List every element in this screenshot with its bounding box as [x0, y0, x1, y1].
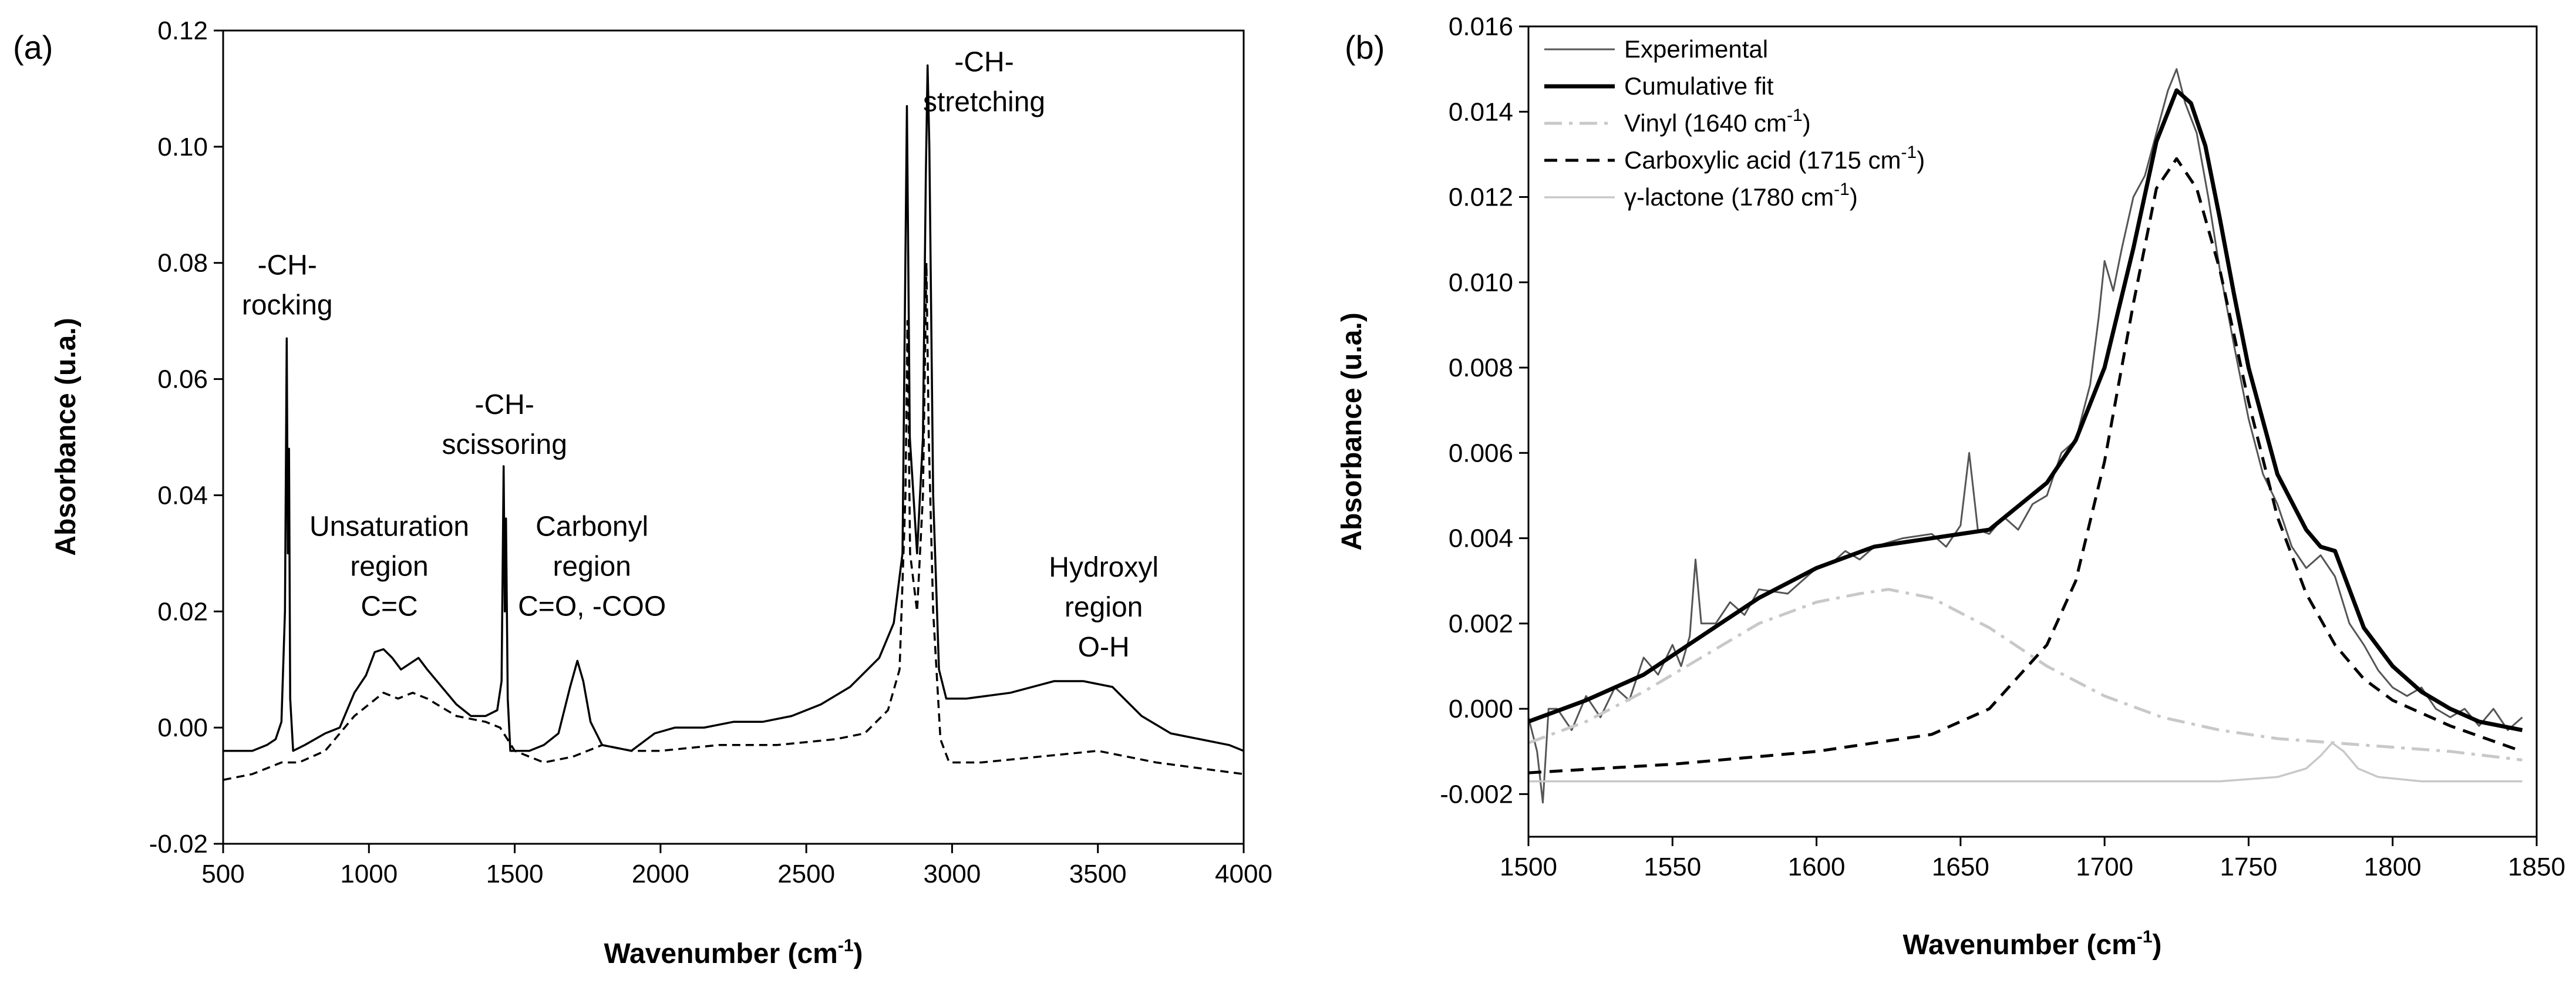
y-tick-label: 0.10	[157, 133, 208, 161]
legend-label-main: Vinyl (1640 cm	[1624, 109, 1787, 137]
x-axis-title-close: )	[2153, 930, 2162, 961]
series-dashed-line	[223, 261, 1244, 781]
y-tick-label: 0.012	[1449, 183, 1513, 212]
panel-a: 500 1000 1500 2000 2500 3000 3500 4000 -0.02 0.00…	[13, 16, 1272, 969]
y-tick-label: 0.008	[1449, 353, 1513, 382]
plot-area	[223, 64, 1244, 781]
legend-label-close: )	[1917, 146, 1925, 174]
x-tick-label: 1700	[2076, 853, 2133, 881]
annotation-line: region	[553, 551, 631, 582]
axes-frame	[1527, 25, 2538, 838]
x-axis-title: Wavenumber (cm-1)	[1903, 927, 2162, 961]
annotation-line: -CH-	[954, 46, 1013, 78]
x-axis-title-sup: -1	[838, 936, 854, 955]
x-tick-label: 4000	[1215, 860, 1272, 888]
x-tick-label: 1600	[1788, 853, 1846, 881]
annotation-line: stretching	[923, 86, 1045, 117]
y-tick-label: 0.02	[157, 597, 208, 626]
y-tick-label: 0.000	[1449, 695, 1513, 723]
y-tick-label: 0.002	[1449, 610, 1513, 638]
y-axis-title: Absorbance (u.a.)	[1336, 312, 1368, 550]
legend-label-main: Experimental	[1624, 35, 1768, 63]
annotation-line: Unsaturation	[309, 511, 469, 543]
x-tick-label: 2500	[777, 860, 835, 888]
y-tick-label: 0.00	[157, 713, 208, 742]
y-tick-label: 0.016	[1449, 12, 1513, 41]
x-axis-title-sup: -1	[2137, 927, 2153, 947]
x-tick-label: 1850	[2508, 853, 2565, 881]
panel-label: (b)	[1345, 29, 1385, 66]
annotation: Hydroxyl region O-H	[1049, 552, 1159, 663]
series-carboxylic-line	[1528, 157, 2523, 775]
y-tick-label: 0.014	[1449, 97, 1513, 126]
x-axis-title-close: )	[854, 938, 863, 969]
legend-label-sup: -1	[1901, 143, 1917, 162]
annotation-line: -CH-	[258, 250, 317, 281]
plot-area	[1528, 68, 2523, 804]
x-tick-label: 3000	[923, 860, 981, 888]
x-tick-label: 1500	[486, 860, 544, 888]
series-solid-line	[223, 64, 1244, 752]
series-lactone-line	[1528, 742, 2523, 783]
panel-label: (a)	[13, 29, 53, 66]
x-axis-title-main: Wavenumber (cm	[1903, 930, 2137, 961]
annotation: Carbonyl region C=O, -COO	[518, 511, 666, 622]
series-cumulative-line	[1528, 88, 2523, 732]
legend-label: Vinyl (1640 cm-1)	[1624, 106, 1811, 137]
legend-label: Carboxylic acid (1715 cm-1)	[1624, 143, 1925, 174]
annotation-line: Hydroxyl	[1049, 552, 1159, 583]
y-tick-label: 0.06	[157, 365, 208, 394]
annotation-line: rocking	[242, 290, 333, 321]
legend-label-sup: -1	[1834, 180, 1850, 199]
y-tick-label: 0.04	[157, 481, 208, 510]
legend-label: γ-lactone (1780 cm-1)	[1624, 180, 1858, 211]
legend-label-main: Carboxylic acid (1715 cm	[1624, 146, 1901, 174]
x-axis-title: Wavenumber (cm-1)	[604, 936, 863, 969]
panel-b: 1500 1550 1600 1650 1700 1750 1800 1850 -0.002 0.…	[1336, 12, 2565, 961]
legend-label: Experimental	[1624, 35, 1768, 63]
y-axis-title: Absorbance (u.a.)	[50, 318, 82, 555]
x-tick-label: 2000	[632, 860, 689, 888]
x-tick-label: 1650	[1932, 853, 1989, 881]
series-vinyl-line	[1528, 588, 2523, 762]
y-tick-label: -0.002	[1440, 780, 1513, 809]
annotation-line: region	[350, 551, 428, 582]
legend-label: Cumulative fit	[1624, 72, 1774, 100]
x-tick-label: 3500	[1069, 860, 1127, 888]
x-axis-title-main: Wavenumber (cm	[604, 938, 838, 969]
annotation-line: C=C	[361, 591, 417, 622]
annotation: -CH-stretching	[923, 46, 1045, 117]
legend-label-main: γ-lactone (1780 cm	[1624, 183, 1834, 211]
annotation-line: C=O, -COO	[518, 591, 666, 622]
y-tick-label: 0.004	[1449, 524, 1513, 553]
y-tick-label: 0.08	[157, 249, 208, 278]
y-tick-label: 0.12	[157, 16, 208, 45]
annotation-line: scissoring	[442, 429, 567, 460]
x-tick-label: 1750	[2220, 853, 2277, 881]
x-tick-label: 500	[201, 860, 244, 888]
legend-label-main: Cumulative fit	[1624, 72, 1774, 100]
legend-label-close: )	[1850, 183, 1858, 211]
legend-label-close: )	[1803, 109, 1811, 137]
annotation: -CH-rocking	[242, 250, 333, 321]
annotation: -CH-scissoring	[442, 389, 567, 460]
y-tick-label: 0.010	[1449, 268, 1513, 297]
annotation-line: region	[1065, 592, 1143, 623]
x-tick-label: 1550	[1644, 853, 1701, 881]
x-tick-label: 1000	[340, 860, 398, 888]
legend: Experimental Cumulative fit Vinyl (1640 cm…	[1544, 35, 1925, 211]
axes-frame	[222, 29, 1245, 845]
annotation-line: O-H	[1078, 632, 1130, 663]
annotation-line: -CH-	[475, 389, 534, 420]
annotation: Unsaturation region C=C	[309, 511, 469, 622]
annotation-line: Carbonyl	[536, 511, 648, 543]
x-tick-label: 1800	[2364, 853, 2422, 881]
y-tick-label: 0.006	[1449, 439, 1513, 467]
x-tick-label: 1500	[1500, 853, 1557, 881]
y-tick-label: -0.02	[149, 830, 208, 858]
legend-label-sup: -1	[1787, 106, 1803, 125]
